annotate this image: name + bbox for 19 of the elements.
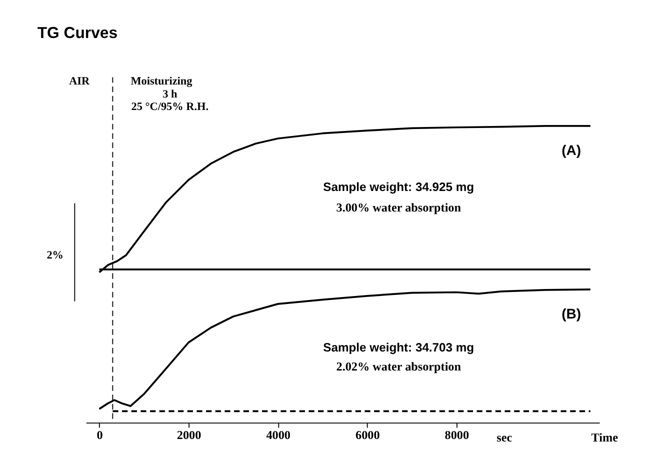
text: 25 °C/95% R.H. <box>131 100 209 113</box>
x-tick-label: 6000 <box>356 428 380 442</box>
text: 3 h <box>162 88 178 101</box>
annotation: Sample weight: 34.703 mg <box>323 340 474 355</box>
series-label: (A) <box>562 142 582 158</box>
text: 2% <box>46 249 64 262</box>
x-tick-label: 2000 <box>176 428 202 442</box>
text: sec <box>496 430 513 444</box>
x-axis-title: Time <box>591 430 619 444</box>
chart-title: TG Curves <box>37 24 118 42</box>
series-label: (B) <box>562 305 582 322</box>
annotation: 2.02% water absorption <box>336 359 462 374</box>
x-tick-label: 8000 <box>444 428 470 442</box>
x-tick-label: 0 <box>96 428 103 442</box>
annotation: 3.00% water absorption <box>336 200 462 215</box>
x-tick-label: 4000 <box>266 428 290 442</box>
text: AIR <box>69 76 91 88</box>
annotation: Sample weight: 34.925 mg <box>323 180 474 194</box>
text: Moisturizing <box>130 76 193 88</box>
